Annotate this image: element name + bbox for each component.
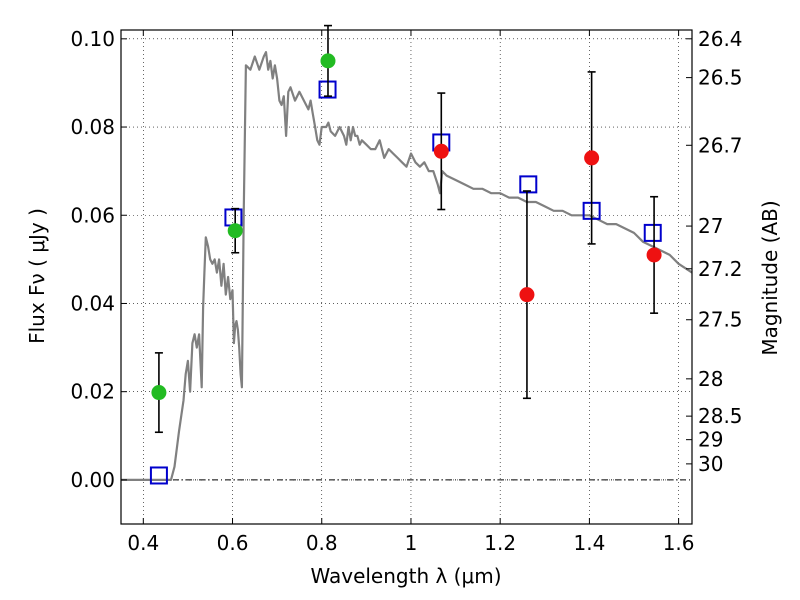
plot-area-frame	[120, 29, 693, 525]
mag-tick-label: 29	[698, 428, 723, 452]
x-tick-label: 1	[405, 531, 418, 555]
observed-flux-point-red	[519, 287, 535, 303]
mag-tick-label: 26.4	[698, 27, 743, 51]
x-tick-label: 0.6	[217, 531, 249, 555]
sed-model-line	[121, 50, 693, 481]
mag-tick-label: 28.5	[698, 404, 743, 428]
observed-flux-point-green	[320, 53, 336, 69]
axis-ticks: 0.4 0.6 0.8 1 1.2 1.4 1.6 0.00 0.02 0.04 0.06 0.08 0…	[70, 27, 742, 555]
observed-flux-point-red	[584, 150, 600, 166]
right-axis-title: Magnitude (AB)	[758, 200, 782, 355]
mag-tick-label: 27.5	[698, 308, 743, 332]
model-flux-square	[149, 466, 168, 485]
observed-flux-point-red	[646, 247, 662, 263]
y-tick-label: 0.10	[70, 27, 115, 51]
mag-tick-label: 30	[698, 452, 723, 476]
y-tick-label: 0.08	[70, 115, 115, 139]
model-flux-square	[643, 223, 662, 242]
model-flux-square	[519, 175, 538, 194]
x-tick-label: 0.4	[127, 531, 159, 555]
y-tick-label: 0.04	[70, 291, 115, 315]
observed-flux-point-red	[433, 143, 449, 159]
x-tick-label: 1.4	[573, 531, 605, 555]
plot-data	[121, 24, 693, 485]
mag-tick-label: 26.7	[698, 133, 743, 157]
x-tick-label: 1.6	[663, 531, 695, 555]
mag-tick-label: 26.5	[698, 66, 743, 90]
x-tick-label: 1.2	[484, 531, 516, 555]
x-tick-label: 0.8	[306, 531, 338, 555]
x-axis-title: Wavelength λ (μm)	[310, 564, 501, 588]
observed-flux-point-green	[227, 223, 243, 239]
mag-tick-label: 27	[698, 214, 723, 238]
mag-tick-label: 27.2	[698, 257, 743, 281]
y-tick-label: 0.02	[70, 380, 115, 404]
y-tick-label: 0.00	[70, 468, 115, 492]
observed-flux-point-green	[151, 385, 167, 401]
y-axis-title: Flux Fν ( μJy )	[25, 208, 49, 344]
mag-tick-label: 28	[698, 367, 723, 391]
y-tick-label: 0.06	[70, 203, 115, 227]
